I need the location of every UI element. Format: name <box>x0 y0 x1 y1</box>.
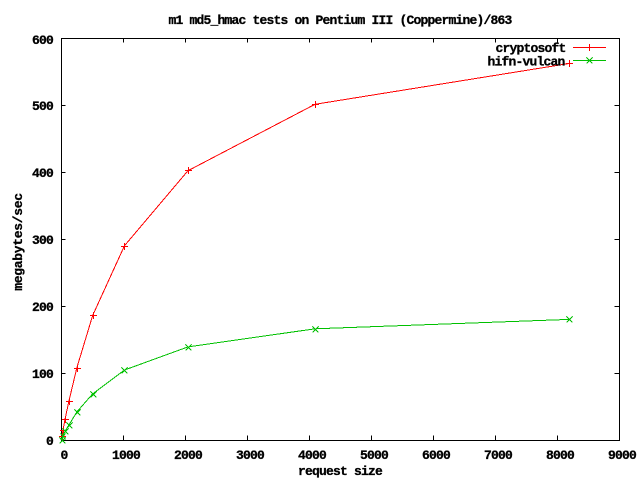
svg-text:0: 0 <box>60 448 68 463</box>
svg-text:600: 600 <box>32 33 54 48</box>
svg-text:6000: 6000 <box>422 448 451 463</box>
svg-text:0: 0 <box>46 434 54 449</box>
svg-text:megabytes/sec: megabytes/sec <box>11 193 26 291</box>
svg-text:5000: 5000 <box>360 448 389 463</box>
svg-text:8000: 8000 <box>546 448 575 463</box>
svg-text:300: 300 <box>32 233 54 248</box>
svg-text:500: 500 <box>32 99 54 114</box>
svg-text:1000: 1000 <box>112 448 141 463</box>
svg-text:m1 md5_hmac tests on Pentium I: m1 md5_hmac tests on Pentium III (Copper… <box>168 13 512 28</box>
svg-text:2000: 2000 <box>174 448 203 463</box>
svg-text:9000: 9000 <box>608 448 637 463</box>
svg-text:7000: 7000 <box>484 448 513 463</box>
svg-text:request size: request size <box>298 464 383 479</box>
svg-text:400: 400 <box>32 166 54 181</box>
svg-text:200: 200 <box>32 300 54 315</box>
svg-text:hifn-vulcan: hifn-vulcan <box>487 55 565 70</box>
svg-text:4000: 4000 <box>298 448 327 463</box>
svg-text:3000: 3000 <box>236 448 265 463</box>
svg-text:100: 100 <box>32 367 54 382</box>
svg-text:cryptosoft: cryptosoft <box>495 41 565 56</box>
